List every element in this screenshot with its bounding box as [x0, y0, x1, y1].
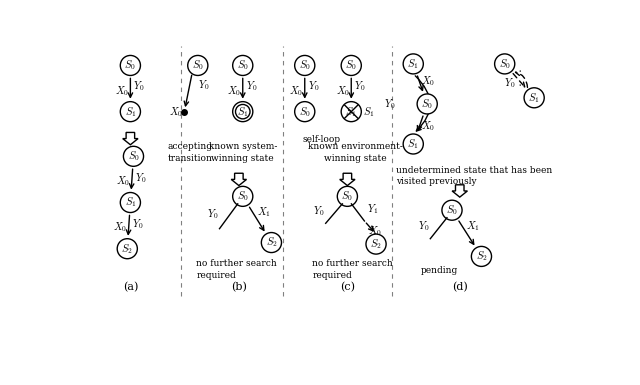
Text: undetermined state that has been
visited previously: undetermined state that has been visited…: [396, 166, 552, 186]
Text: $S_1$: $S_1$: [408, 57, 419, 71]
Circle shape: [524, 88, 544, 108]
Text: $S_0$: $S_0$: [127, 149, 140, 163]
Circle shape: [188, 55, 208, 75]
Text: self-loop: self-loop: [303, 135, 341, 144]
Text: $Y_0$: $Y_0$: [135, 171, 147, 184]
Circle shape: [117, 239, 138, 259]
Circle shape: [341, 55, 362, 75]
Text: $X_0$: $X_0$: [336, 84, 349, 98]
Text: $Y_0$: $Y_0$: [133, 79, 145, 93]
Text: $X_0$: $X_0$: [227, 84, 241, 98]
Text: $S_1$: $S_1$: [364, 105, 375, 119]
Circle shape: [120, 55, 140, 75]
Circle shape: [403, 54, 423, 74]
Text: accepting
transition: accepting transition: [168, 142, 212, 162]
Circle shape: [341, 102, 362, 122]
Text: $S_0$: $S_0$: [237, 59, 248, 72]
Text: $S_1$: $S_1$: [237, 105, 248, 119]
Text: $X_0$: $X_0$: [368, 224, 382, 238]
Circle shape: [472, 246, 492, 266]
Text: $Y_0$: $Y_0$: [504, 76, 516, 90]
Text: $S_0$: $S_0$: [192, 59, 204, 72]
Text: $X_0$: $X_0$: [420, 75, 435, 88]
Text: $Y_0$: $Y_0$: [384, 97, 396, 111]
Text: $S_2$: $S_2$: [476, 249, 487, 263]
Circle shape: [120, 192, 140, 213]
Polygon shape: [452, 185, 467, 197]
Circle shape: [236, 104, 250, 119]
Text: $S_0$: $S_0$: [299, 105, 310, 119]
Circle shape: [124, 146, 143, 166]
Text: $S_2$: $S_2$: [266, 236, 277, 249]
Text: $X_0$: $X_0$: [169, 105, 183, 119]
Circle shape: [337, 186, 358, 206]
Text: (c): (c): [340, 282, 355, 292]
Text: $S_1$: $S_1$: [529, 91, 540, 105]
Text: $Y_0$: $Y_0$: [198, 78, 210, 92]
Circle shape: [294, 55, 315, 75]
Circle shape: [442, 200, 462, 220]
Text: $S_0$: $S_0$: [421, 97, 433, 111]
Text: $X_0$: $X_0$: [289, 84, 303, 98]
Text: $S_1$: $S_1$: [346, 105, 357, 119]
Text: known system-
winning state: known system- winning state: [209, 142, 277, 162]
Text: $Y_0$: $Y_0$: [354, 79, 365, 93]
Text: $X_0$: $X_0$: [113, 221, 127, 234]
Text: $X_1$: $X_1$: [466, 219, 480, 233]
Circle shape: [233, 55, 253, 75]
Text: $X_0$: $X_0$: [420, 120, 435, 133]
Text: $X_1$: $X_1$: [257, 206, 271, 219]
Text: $X_0$: $X_0$: [116, 174, 131, 188]
Text: $S_0$: $S_0$: [342, 189, 353, 203]
Text: $Y_0$: $Y_0$: [418, 219, 429, 233]
Circle shape: [233, 102, 253, 122]
Circle shape: [417, 94, 437, 114]
Text: $Y_1$: $Y_1$: [367, 202, 378, 216]
Text: no further search
required: no further search required: [196, 259, 277, 280]
Text: $Y_0$: $Y_0$: [207, 207, 218, 221]
Text: $Y_0$: $Y_0$: [132, 217, 143, 231]
Polygon shape: [231, 173, 246, 186]
Text: $S_2$: $S_2$: [122, 242, 133, 256]
Text: $S_0$: $S_0$: [346, 59, 357, 72]
Circle shape: [294, 102, 315, 122]
Text: $Y_0$: $Y_0$: [313, 204, 324, 218]
Text: (d): (d): [452, 282, 468, 292]
Text: (a): (a): [123, 282, 138, 292]
Polygon shape: [123, 132, 138, 145]
Text: $S_0$: $S_0$: [299, 59, 310, 72]
Circle shape: [120, 102, 140, 122]
Text: $S_0$: $S_0$: [125, 59, 136, 72]
Circle shape: [495, 54, 515, 74]
Text: $S_1$: $S_1$: [125, 196, 136, 209]
Text: $S_0$: $S_0$: [499, 57, 511, 71]
Text: known environment-
winning state: known environment- winning state: [308, 142, 403, 162]
Circle shape: [403, 134, 423, 154]
Text: $S_2$: $S_2$: [370, 237, 382, 251]
Text: $Y_0$: $Y_0$: [308, 79, 319, 93]
Text: no further search
required: no further search required: [312, 259, 393, 280]
Text: (b): (b): [231, 282, 247, 292]
Text: $S_1$: $S_1$: [408, 137, 419, 151]
Text: $S_1$: $S_1$: [125, 105, 136, 119]
Circle shape: [261, 233, 282, 253]
Text: pending: pending: [421, 266, 458, 275]
Text: $S_0$: $S_0$: [237, 189, 248, 203]
Text: $Y_0$: $Y_0$: [246, 79, 257, 93]
Text: $X_0$: $X_0$: [115, 84, 129, 98]
Circle shape: [366, 234, 386, 254]
Circle shape: [233, 186, 253, 206]
Polygon shape: [340, 173, 355, 186]
Text: $S_0$: $S_0$: [446, 203, 458, 217]
